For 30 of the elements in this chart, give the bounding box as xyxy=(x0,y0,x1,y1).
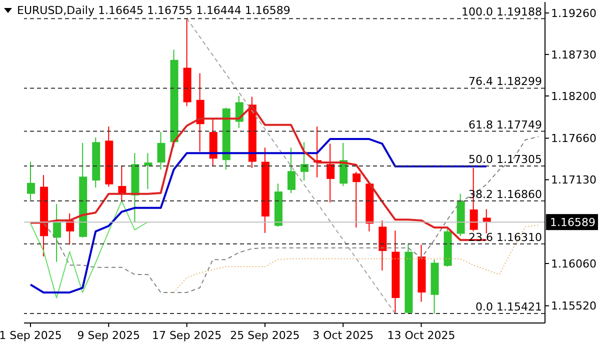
candlestick xyxy=(27,161,35,201)
y-tick-label: 1.17660 xyxy=(551,132,596,146)
x-tick-label: 3 Oct 2025 xyxy=(312,329,374,342)
y-tick-label: 1.19260 xyxy=(551,6,596,20)
candlestick xyxy=(144,152,152,190)
y-tick-label: 1.15520 xyxy=(551,300,596,313)
x-tick-label: 13 Oct 2025 xyxy=(387,329,456,342)
candlestick xyxy=(352,171,361,228)
candlestick xyxy=(157,131,166,170)
y-tick-label: 1.18200 xyxy=(551,90,596,103)
ref-line-label: 100.0 1.19188 xyxy=(462,6,542,19)
ref-line-label: 1.16589 xyxy=(550,216,596,230)
line-series xyxy=(30,200,148,298)
x-tick-label: 9 Sep 2025 xyxy=(77,329,140,342)
y-tick-label: 1.16060 xyxy=(551,257,596,270)
y-tick-label: 1.17130 xyxy=(551,174,596,187)
x-tick-label: 17 Sep 2025 xyxy=(152,329,222,342)
y-tick-label: 1.18730 xyxy=(551,48,596,62)
ref-line-label: 50.0 1.17305 xyxy=(468,153,542,166)
ref-line-label: 61.8 1.17749 xyxy=(468,118,542,132)
chart-title: EURUSD,Daily 1.16645 1.16755 1.16444 1.16589 xyxy=(17,4,290,17)
candlestick xyxy=(300,142,309,182)
x-tick-label: 1 Sep 2025 xyxy=(0,329,62,342)
x-tick-label: 25 Sep 2025 xyxy=(230,329,300,342)
candlestick xyxy=(53,203,62,262)
candlestick xyxy=(482,208,491,234)
ref-line-label: 76.4 1.18299 xyxy=(468,75,542,88)
ref-line-label: 0.0 1.15421 xyxy=(476,300,542,314)
candlestick xyxy=(326,143,335,203)
candlestick xyxy=(288,147,296,194)
